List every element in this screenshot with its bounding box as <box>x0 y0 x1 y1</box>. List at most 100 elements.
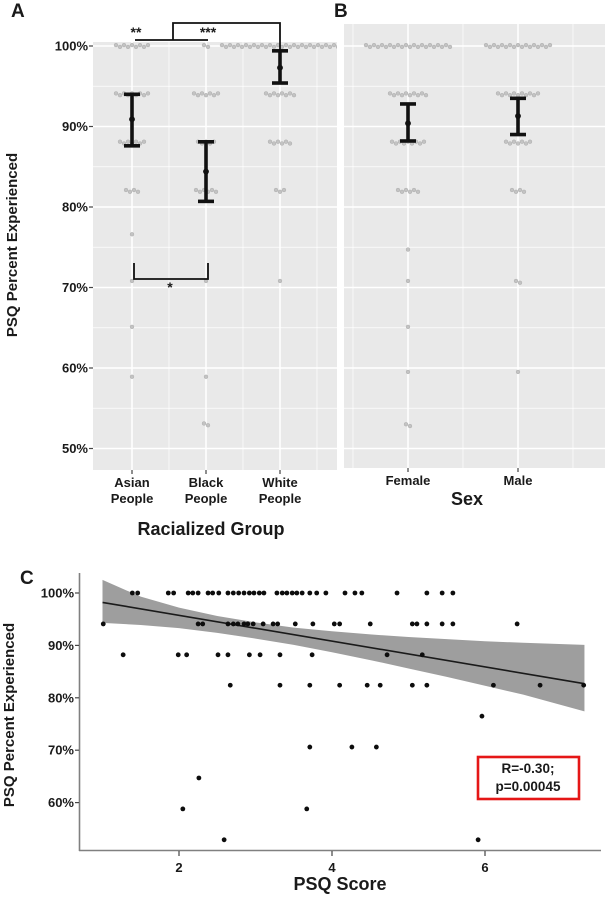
scatter-point <box>359 590 365 596</box>
jitter-point <box>193 187 199 193</box>
scatter-point <box>200 621 206 627</box>
jitter-point <box>407 44 413 50</box>
jitter-point <box>515 42 521 48</box>
scatter-point <box>250 621 256 627</box>
jitter-point <box>499 93 505 98</box>
scatter-point <box>171 590 177 596</box>
jitter-point <box>141 93 147 98</box>
scatter-point <box>367 621 373 627</box>
jitter-point <box>407 189 413 194</box>
jitter-point <box>513 278 519 284</box>
jitter-point <box>117 139 123 144</box>
jitter-point <box>521 189 527 194</box>
annotation-box <box>476 755 581 801</box>
jitter-point <box>393 141 399 146</box>
jitter-point <box>519 44 525 50</box>
scatter-point <box>394 590 400 596</box>
sig-label-two-stars: ** <box>131 24 142 40</box>
scatter-point <box>307 682 313 688</box>
significance-brackets: ** **** <box>131 22 281 295</box>
scatter-point <box>307 744 313 750</box>
jitter-point <box>283 42 289 48</box>
jitter-point <box>415 93 421 98</box>
scatter-point <box>274 590 280 596</box>
scatter-point <box>331 621 337 627</box>
scatter-point <box>337 621 343 627</box>
scatter-point <box>175 652 181 658</box>
jitter-point <box>403 422 409 427</box>
jitter-point <box>511 139 517 144</box>
error-bar-male <box>510 96 526 137</box>
scatter-point <box>184 652 190 658</box>
sig-label-one-star: * <box>167 279 173 295</box>
jitter-point <box>513 189 519 194</box>
jitter-point <box>275 93 281 98</box>
scatter-point <box>277 682 283 688</box>
jitter-point <box>495 44 501 50</box>
scatter-point <box>227 682 233 688</box>
x-axis-title-sex: Sex <box>451 489 483 509</box>
scatter-point <box>419 652 425 658</box>
jitter-point <box>415 44 421 50</box>
jitter-point <box>201 421 207 426</box>
y-tick-label: 100% <box>55 39 89 54</box>
jitter-point <box>267 139 273 144</box>
jitter-point <box>277 278 283 284</box>
jitter-point <box>517 280 523 285</box>
y-tick-label-c: 100% <box>41 586 75 601</box>
scatter-point <box>216 590 222 596</box>
scatter-point <box>251 590 257 596</box>
jitter-point <box>511 44 517 50</box>
jitter-point <box>335 44 337 49</box>
jitter-point <box>259 42 265 48</box>
panel-background <box>93 42 337 470</box>
jitter-point <box>219 42 225 48</box>
jitter-point <box>223 44 229 50</box>
scatter-point <box>135 590 141 596</box>
mean-point <box>515 113 521 119</box>
jitter-point <box>503 139 509 144</box>
panel-b: Female Male <box>344 24 605 488</box>
scatter-point <box>450 621 456 627</box>
jitter-point <box>137 42 143 48</box>
jitter-point <box>235 42 241 48</box>
jitter-point <box>371 42 377 48</box>
jitter-point <box>391 44 397 50</box>
scatter-point <box>491 682 496 688</box>
jitter-point <box>199 91 205 96</box>
jitter-point <box>195 93 201 98</box>
confidence-band <box>102 579 585 712</box>
y-tick-label-c: 80% <box>48 690 74 705</box>
jitter-point <box>129 232 135 237</box>
jitter-point <box>515 369 521 375</box>
jitter-point <box>123 187 129 193</box>
jitter-point <box>399 189 405 194</box>
scatter-point <box>215 652 221 658</box>
jitter-point <box>145 91 151 96</box>
scatter-point <box>205 590 211 596</box>
error-bar-female <box>400 102 416 143</box>
jitter-point <box>431 44 437 50</box>
scatter-point <box>210 590 216 596</box>
jitter-point <box>531 42 537 48</box>
scatter-point <box>225 621 231 627</box>
jitter-point <box>423 93 429 98</box>
jitter-point <box>507 141 513 146</box>
scatter-point <box>377 682 383 688</box>
jitter-point <box>311 44 317 50</box>
jitter-point <box>197 189 203 194</box>
jitter-point <box>527 139 533 144</box>
jitter-point <box>287 141 293 146</box>
jitter-point <box>287 91 293 96</box>
scatter-point <box>196 775 202 781</box>
jitter-point <box>331 42 337 48</box>
jitter-point <box>411 187 417 193</box>
sig-label-three-stars: *** <box>200 24 217 40</box>
y-tick-label-c: 90% <box>48 638 74 653</box>
category-label: White People <box>259 475 302 506</box>
jitter-point <box>423 44 429 50</box>
jitter-point <box>267 93 273 98</box>
annotation-r-value: R=-0.30; <box>502 761 555 776</box>
jitter-point <box>535 44 541 50</box>
